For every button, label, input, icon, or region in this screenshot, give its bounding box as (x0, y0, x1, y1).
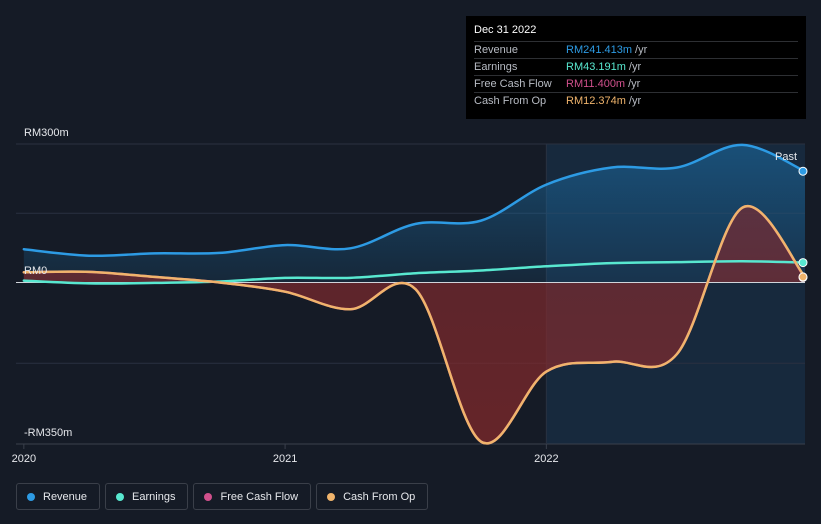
revenue-line (22, 143, 807, 258)
legend-item-revenue[interactable]: Revenue (16, 483, 101, 510)
earnings-line (22, 259, 807, 285)
tooltip-value: RM12.374m (566, 95, 626, 107)
legend-item-free-cash-flow[interactable]: Free Cash Flow (193, 483, 312, 510)
tooltip-row-earnings: Earnings RM43.191m /yr (474, 58, 798, 75)
revenue-endpoint (798, 166, 808, 176)
y-axis-label-top: RM300m (24, 127, 69, 139)
tooltip-unit: /yr (635, 44, 648, 56)
legend-label: Earnings (132, 490, 176, 503)
legend-dot-icon (27, 492, 35, 501)
series-endpoints (798, 166, 808, 282)
tooltip-unit: /yr (628, 95, 642, 107)
legend-dot-icon (204, 492, 213, 501)
tooltip-date: Dec 31 2022 (474, 24, 537, 36)
tooltip-value: RM43.191m (566, 61, 626, 73)
y-axis-label-zero: RM0 (24, 265, 47, 277)
cash-flow-area (23, 206, 805, 444)
tooltip-row-revenue: Revenue RM241.413m /yr (474, 41, 798, 58)
cash-from-op-line (22, 204, 807, 445)
tooltip-row-cash-from-op: Cash From Op RM12.374m /yr (474, 92, 798, 109)
tooltip-value: RM11.400m (566, 78, 626, 90)
past-label: Past (775, 151, 797, 163)
earnings-endpoint (798, 258, 808, 268)
legend-label: Revenue (43, 490, 88, 503)
cash-from-op-endpoint (798, 272, 808, 282)
legend-dot-icon (116, 492, 125, 501)
gridlines (16, 143, 805, 445)
legend-dot-icon (327, 492, 336, 501)
series-lines (16, 143, 807, 445)
tooltip-label: Earnings (474, 61, 518, 73)
legend-item-cash-from-op[interactable]: Cash From Op (316, 483, 429, 510)
tooltip-label: Revenue (474, 44, 519, 56)
tooltip-unit: /yr (628, 78, 641, 90)
x-axis-ticks: 2020 2021 2022 (12, 444, 559, 465)
series-areas (23, 144, 805, 444)
legend-item-earnings[interactable]: Earnings (105, 483, 189, 510)
legend: Revenue Earnings Free Cash Flow Cash Fro… (16, 483, 429, 510)
legend-label: Free Cash Flow (220, 490, 299, 503)
tooltip-label: Free Cash Flow (474, 78, 552, 90)
x-tick-label: 2020 (12, 453, 36, 465)
tooltip: Dec 31 2022 Revenue RM241.413m /yr Earni… (466, 16, 806, 119)
tooltip-value: RM241.413m (566, 44, 633, 56)
tooltip-row-free-cash-flow: Free Cash Flow RM11.400m /yr (474, 75, 798, 92)
x-tick-label: 2021 (273, 453, 297, 465)
x-tick-label: 2022 (534, 453, 558, 465)
legend-label: Cash From Op (343, 490, 416, 503)
y-axis-label-bottom: -RM350m (24, 427, 72, 439)
tooltip-unit: /yr (628, 61, 642, 73)
revenue-area (23, 144, 805, 283)
tooltip-label: Cash From Op (474, 95, 547, 107)
